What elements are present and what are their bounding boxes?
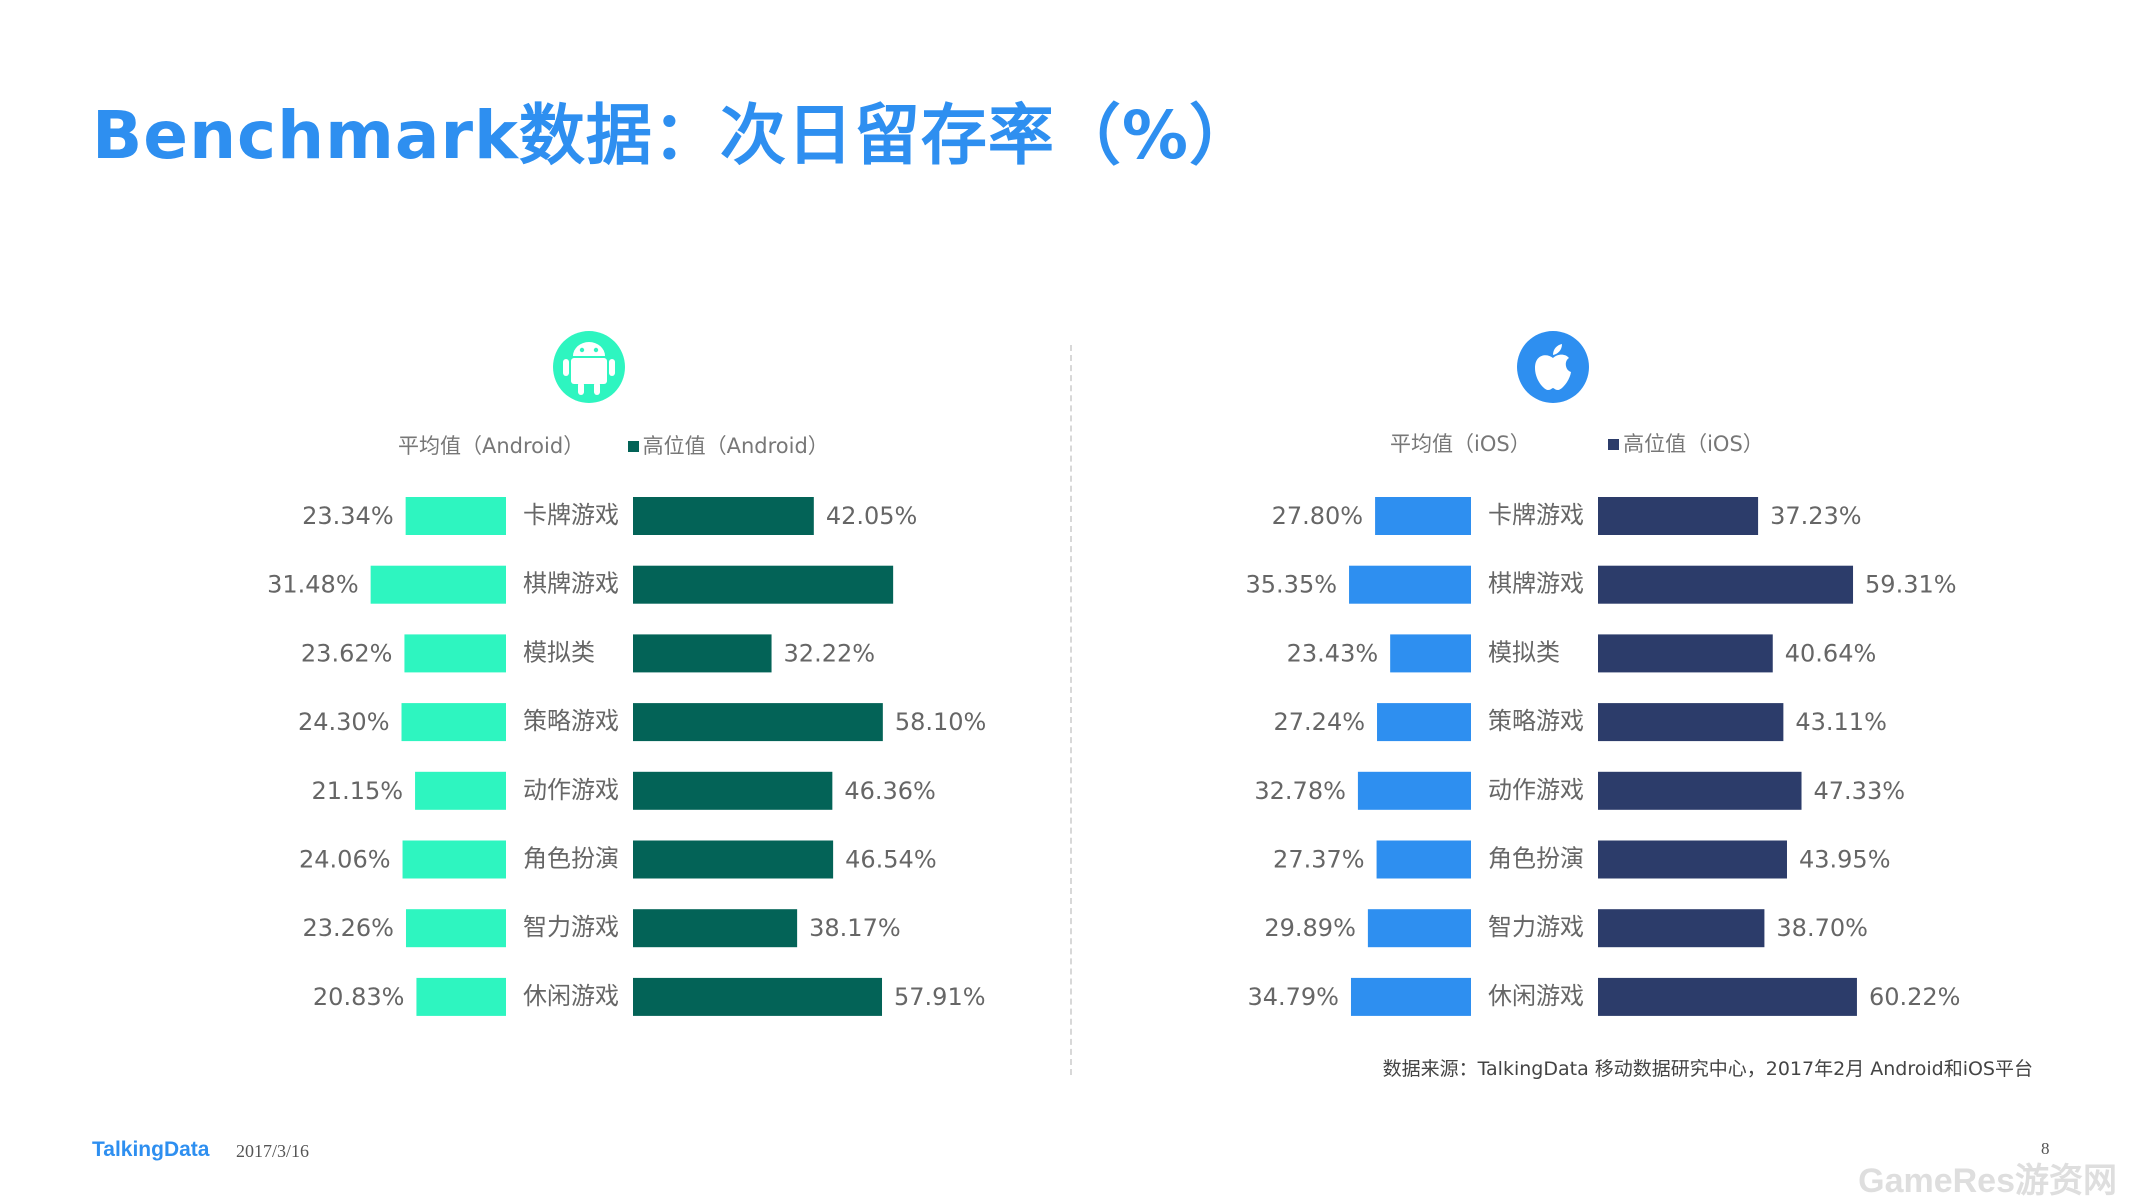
ios-avg-bar xyxy=(1375,497,1471,535)
legend-ios-high-label: 高位值（iOS） xyxy=(1623,432,1764,456)
android-high-bar xyxy=(633,771,833,810)
android-category-label: 卡牌游戏 xyxy=(523,501,619,529)
ios-avg-value-label: 29.89% xyxy=(1264,914,1356,942)
android-icon xyxy=(553,331,625,403)
ios-avg-value-label: 35.35% xyxy=(1246,571,1338,599)
android-avg-value-label: 23.62% xyxy=(301,639,393,667)
android-category-label: 模拟类 xyxy=(523,638,595,666)
legend-ios: 平均值（iOS） 高位值（iOS） xyxy=(1390,428,1764,458)
android-high-value-label: 38.17% xyxy=(809,914,901,942)
ios-high-bar xyxy=(1598,703,1784,742)
android-avg-value-label: 23.34% xyxy=(302,502,394,530)
legend-ios-high-swatch xyxy=(1608,438,1620,450)
panel-divider xyxy=(1070,345,1072,1075)
android-high-bar xyxy=(633,565,894,604)
ios-avg-bar xyxy=(1376,840,1471,879)
ios-category-label: 棋牌游戏 xyxy=(1488,570,1584,598)
ios-avg-value-label: 32.78% xyxy=(1254,777,1346,805)
ios-avg-bar xyxy=(1349,565,1471,604)
legend-android-high-swatch xyxy=(627,440,639,452)
ios-avg-bar xyxy=(1367,909,1471,948)
android-high-bar xyxy=(633,840,834,879)
page-title: Benchmark数据：次日留存率（%） xyxy=(92,97,1257,174)
legend-ios-avg-label: 平均值（iOS） xyxy=(1390,432,1531,456)
android-avg-bar xyxy=(404,634,506,673)
ios-high-value-label: 43.95% xyxy=(1799,846,1891,874)
ios-high-bar xyxy=(1598,634,1773,673)
android-high-value-label: 58.10% xyxy=(895,708,987,736)
ios-high-bar xyxy=(1598,909,1765,948)
android-high-bar xyxy=(633,909,798,948)
android-high-value-label: 42.05% xyxy=(826,502,918,530)
ios-high-value-label: 37.23% xyxy=(1770,502,1862,530)
android-category-label: 角色扮演 xyxy=(523,845,619,873)
android-avg-value-label: 23.26% xyxy=(302,914,394,942)
android-avg-value-label: 20.83% xyxy=(313,983,405,1011)
ios-high-value-label: 59.31% xyxy=(1865,571,1957,599)
android-avg-value-label: 21.15% xyxy=(312,777,404,805)
page-number: 8 xyxy=(2041,1139,2050,1158)
footer-date: 2017/3/16 xyxy=(236,1141,310,1161)
ios-high-bar xyxy=(1598,565,1854,604)
ios-category-label: 角色扮演 xyxy=(1488,845,1584,873)
android-category-label: 策略游戏 xyxy=(523,707,619,735)
android-category-label: 动作游戏 xyxy=(523,776,619,804)
android-avg-bar xyxy=(416,977,506,1016)
android-avg-value-label: 24.30% xyxy=(298,708,390,736)
android-avg-bar xyxy=(401,703,506,742)
ios-category-label: 智力游戏 xyxy=(1488,913,1584,941)
ios-avg-value-label: 23.43% xyxy=(1287,639,1379,667)
source-note: 数据来源：TalkingData 移动数据研究中心，2017年2月 Androi… xyxy=(1382,1058,2033,1080)
ios-avg-value-label: 27.80% xyxy=(1272,502,1364,530)
ios-high-bar xyxy=(1598,497,1759,535)
watermark: GameRes游资网 xyxy=(1858,1162,2117,1200)
android-avg-value-label: 31.48% xyxy=(267,571,359,599)
android-high-bar xyxy=(633,977,883,1016)
ios-avg-value-label: 27.37% xyxy=(1273,846,1365,874)
apple-icon xyxy=(1517,331,1589,403)
android-high-bar xyxy=(633,497,814,535)
android-avg-value-label: 24.06% xyxy=(299,846,391,874)
ios-avg-bar xyxy=(1377,703,1471,742)
legend-android-high-label: 高位值（Android） xyxy=(642,434,829,458)
android-high-value-label: 57.91% xyxy=(894,983,986,1011)
android-avg-bar xyxy=(415,771,506,810)
ios-high-value-label: 38.70% xyxy=(1776,914,1868,942)
ios-avg-value-label: 34.79% xyxy=(1247,983,1339,1011)
talkingdata-logo: TalkingData xyxy=(92,1138,210,1161)
ios-avg-bar xyxy=(1350,977,1471,1016)
android-avg-bar xyxy=(405,909,506,948)
ios-high-value-label: 40.64% xyxy=(1785,639,1877,667)
ios-category-label: 策略游戏 xyxy=(1488,707,1584,735)
android-category-label: 智力游戏 xyxy=(523,913,619,941)
android-category-label: 休闲游戏 xyxy=(523,982,619,1010)
android-high-value-label: 32.22% xyxy=(784,639,876,667)
legend-android: 平均值（Android） 高位值（Android） xyxy=(398,430,829,460)
ios-high-bar xyxy=(1598,977,1857,1016)
ios-avg-bar xyxy=(1357,771,1471,810)
android-category-label: 棋牌游戏 xyxy=(523,570,619,598)
ios-high-value-label: 47.33% xyxy=(1814,777,1906,805)
android-avg-bar xyxy=(402,840,506,879)
ios-category-label: 休闲游戏 xyxy=(1488,982,1584,1010)
android-avg-bar xyxy=(370,565,506,604)
ios-high-value-label: 60.22% xyxy=(1869,983,1961,1011)
ios-high-value-label: 43.11% xyxy=(1795,708,1887,736)
android-high-value-label: 46.54% xyxy=(845,846,937,874)
ios-avg-bar xyxy=(1390,634,1471,673)
android-high-value-label: 46.36% xyxy=(844,777,936,805)
ios-high-bar xyxy=(1598,840,1787,879)
ios-category-label: 卡牌游戏 xyxy=(1488,501,1584,529)
android-avg-bar xyxy=(405,497,506,535)
ios-category-label: 动作游戏 xyxy=(1488,776,1584,804)
ios-category-label: 模拟类 xyxy=(1488,638,1560,666)
android-high-bar xyxy=(633,634,772,673)
android-high-bar xyxy=(633,703,883,742)
legend-android-avg-label: 平均值（Android） xyxy=(398,434,585,458)
ios-high-bar xyxy=(1598,771,1802,810)
ios-avg-value-label: 27.24% xyxy=(1274,708,1366,736)
